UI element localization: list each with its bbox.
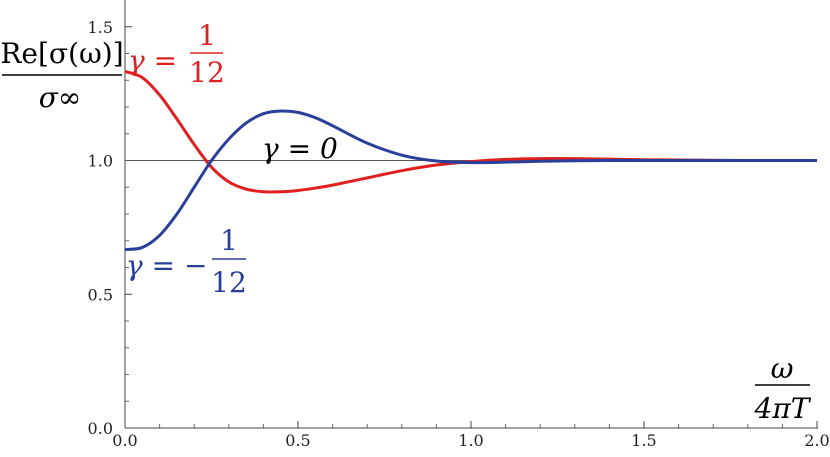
x-axis-label: ω 4πT [754, 352, 812, 425]
label-gamma-plus: γ = 1 12 [128, 19, 225, 89]
label-gamma-minus-den: 12 [211, 266, 247, 299]
x-label-numerator: ω [771, 352, 794, 385]
label-gamma-minus: γ = − 1 12 [126, 224, 247, 299]
series-line-0 [124, 69, 817, 194]
x-tick-label: 2.0 [804, 431, 829, 450]
label-gamma-plus-lhs: γ = [128, 44, 177, 77]
y-label-numerator: Re[σ(ω)] [0, 37, 123, 70]
y-tick-label: 0.0 [88, 419, 113, 438]
axis-ticks: 0.0 0.5 1.0 1.5 2.0 0.0 0.5 1.0 1.5 [88, 18, 830, 450]
label-gamma-minus-num: 1 [220, 224, 238, 257]
x-tick-label: 0.5 [285, 431, 310, 450]
x-tick-label: 1.0 [458, 431, 483, 450]
y-label-denominator: σ∞ [39, 81, 81, 114]
y-tick-label: 0.5 [88, 285, 113, 304]
y-axis-label: Re[σ(ω)] σ∞ [0, 37, 123, 114]
series-lines [124, 69, 817, 252]
x-tick-label: 1.5 [631, 431, 656, 450]
y-tick-label: 1.5 [88, 18, 113, 37]
label-gamma-plus-num: 1 [198, 19, 216, 52]
series-line-1 [124, 109, 817, 252]
label-gamma-zero: γ = 0 [262, 132, 338, 165]
x-label-denominator: 4πT [754, 392, 812, 425]
x-tick-label: 0.0 [112, 431, 137, 450]
label-gamma-minus-lhs: γ = − [126, 249, 207, 282]
label-gamma-plus-den: 12 [189, 56, 225, 89]
y-tick-label: 1.0 [88, 152, 113, 171]
